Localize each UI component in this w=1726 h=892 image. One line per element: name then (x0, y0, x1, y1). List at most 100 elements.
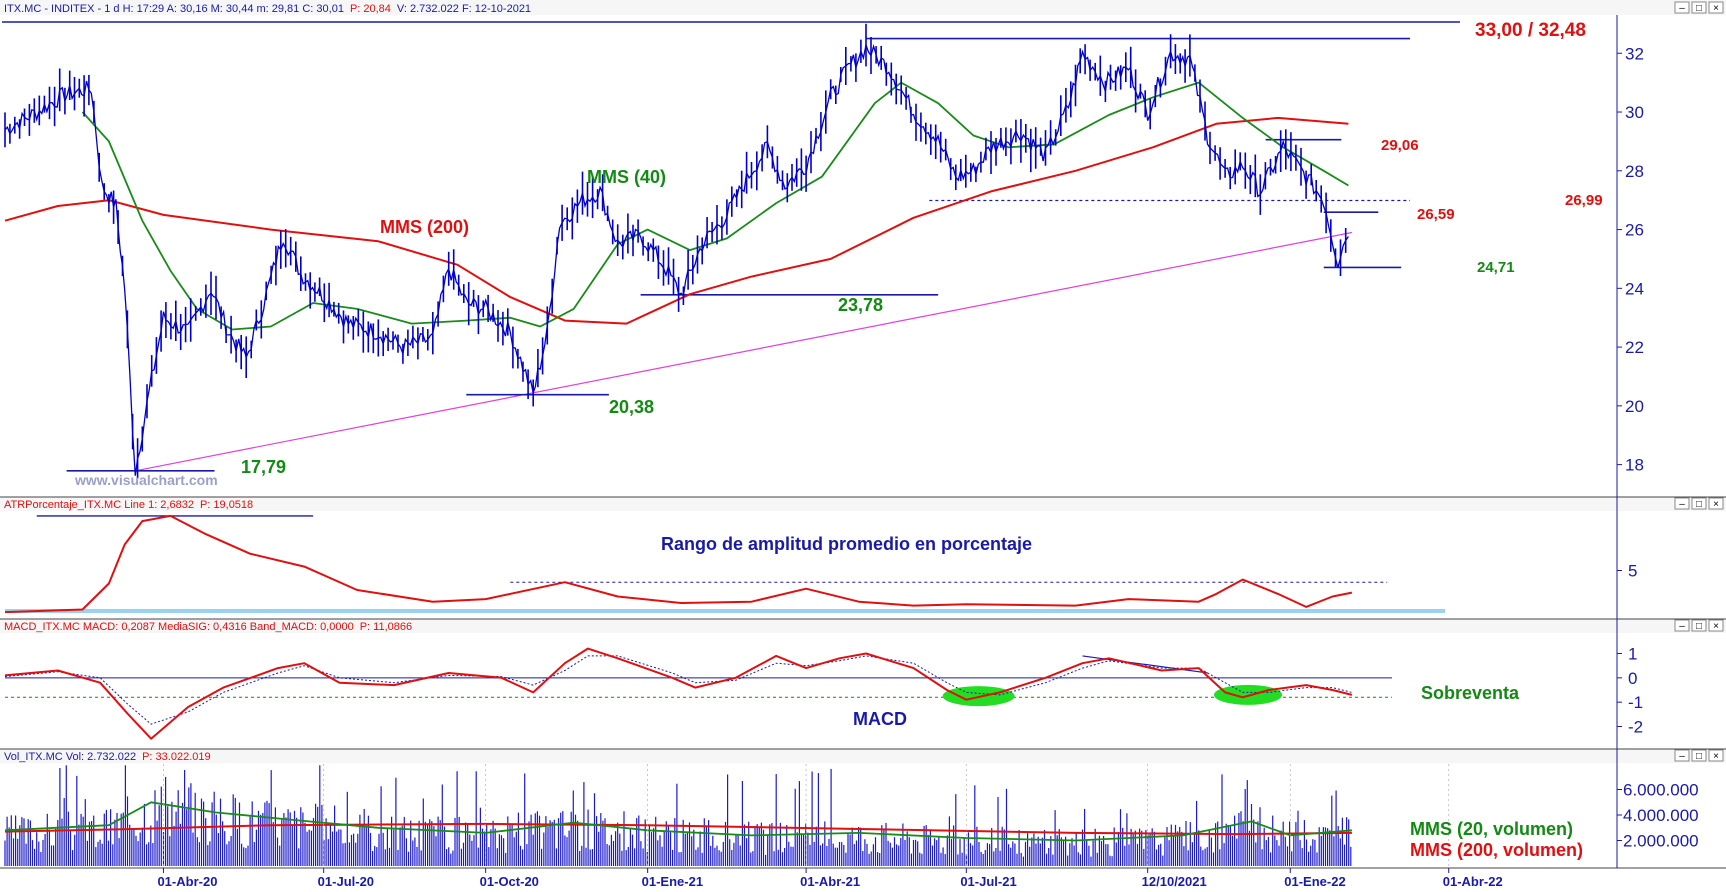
atr-header-p: P: 19,0518 (200, 499, 253, 511)
watermark: www.visualchart.com (74, 472, 218, 488)
panel-control-1-2[interactable]: × (1708, 497, 1724, 510)
ann-low3: 23,78 (838, 295, 883, 315)
control-box (1674, 749, 1690, 762)
vol-tick-label: 4.000.000 (1623, 806, 1699, 825)
control-box (1708, 749, 1724, 762)
control-box (1708, 619, 1724, 632)
macd-tick-label: -2 (1628, 718, 1643, 737)
panel-control-0-2[interactable]: × (1708, 1, 1724, 14)
panel-control-2-0[interactable]: – (1674, 619, 1690, 632)
control-box (1674, 619, 1690, 632)
panel-control-3-0[interactable]: – (1674, 749, 1690, 762)
volume-header-text: Vol_ITX.MC Vol: 2.732.022 (4, 751, 136, 763)
control-box (1691, 497, 1707, 510)
control-glyph: □ (1696, 621, 1702, 632)
control-box (1691, 1, 1707, 14)
control-box (1708, 497, 1724, 510)
control-glyph: × (1713, 3, 1719, 14)
panel-frames (0, 15, 1726, 869)
price-tick-label: 20 (1625, 397, 1644, 416)
panel-control-0-0[interactable]: – (1674, 1, 1690, 14)
x-tick-label: 01-Abr-20 (157, 874, 217, 889)
control-glyph: – (1679, 751, 1685, 762)
control-glyph: × (1713, 751, 1719, 762)
x-tick-label: 01-Abr-22 (1443, 874, 1503, 889)
ann-s1: 24,71 (1477, 259, 1515, 276)
atr-band (5, 609, 1445, 613)
panel-control-2-1[interactable]: □ (1691, 619, 1707, 632)
control-glyph: – (1679, 621, 1685, 632)
macd-tick-label: -1 (1628, 693, 1643, 712)
control-glyph: × (1713, 499, 1719, 510)
control-box (1674, 1, 1690, 14)
atr-header: ATRPorcentaje_ITX.MC Line 1: 2,6832 P: 19… (0, 497, 1726, 511)
price-header-rest: V: 2.732.022 F: 12-10-2021 (397, 3, 531, 15)
macd-header: MACD_ITX.MC MACD: 0,2087 MediaSIG: 0,431… (0, 619, 1726, 633)
ann-r3: 26,59 (1417, 206, 1455, 223)
panel-control-3-1[interactable]: □ (1691, 749, 1707, 762)
control-box (1674, 497, 1690, 510)
ann-vol-mms200: MMS (200, volumen) (1410, 840, 1583, 860)
ann-atr-title: Rango de amplitud promedio en porcentaje (661, 534, 1032, 554)
price-header-text: ITX.MC - INDITEX - 1 d H: 17:29 A: 30,16… (4, 3, 344, 15)
price-tick-label: 26 (1625, 221, 1644, 240)
mms200-line (4, 116, 1349, 325)
control-glyph: – (1679, 499, 1685, 510)
x-tick-label: 01-Jul-20 (318, 874, 374, 889)
ann-vol-mms20: MMS (20, volumen) (1410, 819, 1573, 839)
panel-control-3-2[interactable]: × (1708, 749, 1724, 762)
ann-macd-title: MACD (853, 709, 907, 729)
panel-control-1-1[interactable]: □ (1691, 497, 1707, 510)
price-tick-label: 22 (1625, 338, 1644, 357)
mms40-line (81, 81, 1349, 331)
price-tick-label: 32 (1625, 44, 1644, 63)
price-tick-label: 18 (1625, 456, 1644, 475)
price-tick-label: 24 (1625, 279, 1644, 298)
x-tick-label: 01-Ene-22 (1284, 874, 1345, 889)
control-box (1691, 619, 1707, 632)
atr-header-text: ATRPorcentaje_ITX.MC Line 1: 2,6832 (4, 499, 194, 511)
svg-text:ITX.MC - INDITEX - 1 d H: 17:2: ITX.MC - INDITEX - 1 d H: 17:29 A: 30,16… (4, 3, 531, 15)
trendline (135, 231, 1353, 472)
atr-tick-label: 5 (1628, 562, 1637, 581)
x-tick-label: 12/10/2021 (1142, 874, 1207, 889)
vol-tick-label: 2.000.000 (1623, 832, 1699, 851)
control-glyph: – (1679, 3, 1685, 14)
macd-line (4, 647, 1353, 740)
ann-low1: 17,79 (241, 457, 286, 477)
control-box (1708, 1, 1724, 14)
macd-tick-label: 0 (1628, 669, 1637, 688)
panel-control-1-0[interactable]: – (1674, 497, 1690, 510)
ann-r1: 29,06 (1381, 137, 1419, 154)
x-tick-label: 01-Oct-20 (480, 874, 539, 889)
svg-text:ATRPorcentaje_ITX.MC Line 1: 2: ATRPorcentaje_ITX.MC Line 1: 2,6832 P: 19… (4, 499, 253, 511)
control-glyph: □ (1696, 3, 1702, 14)
ann-low2: 20,38 (609, 397, 654, 417)
macd-header-p: P: 11,0866 (360, 621, 412, 633)
ann-r2: 26,99 (1565, 192, 1603, 209)
ann-mms200: MMS (200) (380, 217, 469, 237)
x-tick-label: 01-Abr-21 (800, 874, 860, 889)
control-glyph: □ (1696, 499, 1702, 510)
x-tick-label: 01-Jul-21 (960, 874, 1016, 889)
price-header: ITX.MC - INDITEX - 1 d H: 17:29 A: 30,16… (0, 0, 1726, 15)
price-header-p: P: 20,84 (350, 3, 391, 15)
x-tick-label: 01-Ene-21 (642, 874, 703, 889)
control-glyph: □ (1696, 751, 1702, 762)
volume-header: Vol_ITX.MC Vol: 2.732.022 P: 33.022.019 (0, 749, 1726, 763)
vol-tick-label: 6.000.000 (1623, 781, 1699, 800)
ann-top-resistance: 33,00 / 32,48 (1475, 20, 1586, 41)
panel-control-0-1[interactable]: □ (1691, 1, 1707, 14)
control-glyph: × (1713, 621, 1719, 632)
macd-tick-label: 1 (1628, 644, 1637, 663)
price-tick-label: 28 (1625, 162, 1644, 181)
ann-oversold: Sobreventa (1421, 683, 1520, 703)
panel-control-2-2[interactable]: × (1708, 619, 1724, 632)
volume-header-p: P: 33.022.019 (142, 751, 211, 763)
price-tick-label: 30 (1625, 103, 1644, 122)
svg-text:MACD_ITX.MC MACD: 0,2087 Media: MACD_ITX.MC MACD: 0,2087 MediaSIG: 0,431… (4, 621, 412, 633)
atr-line (4, 514, 1353, 614)
control-box (1691, 749, 1707, 762)
